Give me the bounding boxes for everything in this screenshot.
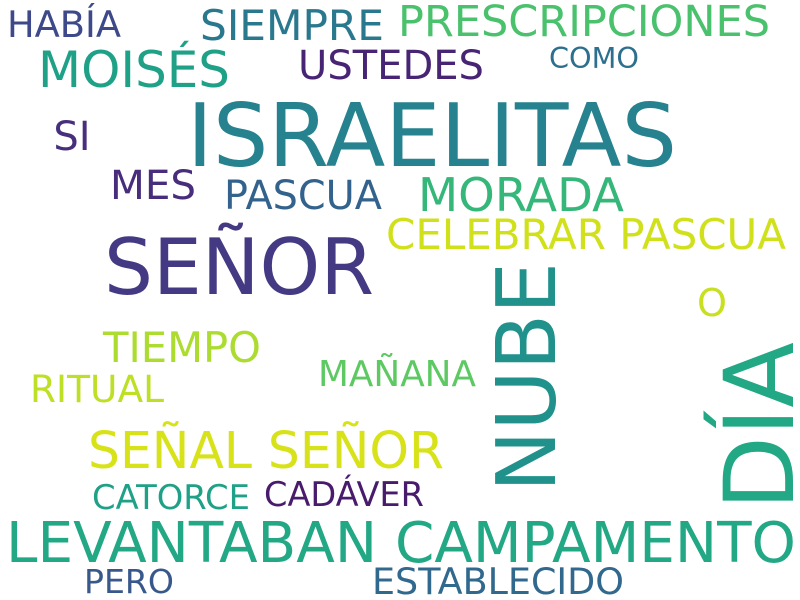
word-dia: DÍA [703,342,800,510]
word-prescripciones: PRESCRIPCIONES [398,0,770,47]
word-pascua: PASCUA [224,173,382,220]
word-pero: PERO [84,562,174,600]
word-o: O [697,280,727,325]
word-siempre: SIEMPRE [200,0,384,50]
word-establecido: ESTABLECIDO [372,559,624,600]
word-levantaban-campamento: LEVANTABAN CAMPAMENTO [6,510,796,576]
word-nube: NUBE [479,262,575,492]
word-celebrar-pascua: CELEBRAR PASCUA [386,210,786,259]
word-senal-senor: SEÑAL SEÑOR [88,420,444,480]
word-manana: MAÑANA [318,354,476,396]
word-morada: MORADA [418,167,624,222]
word-mes: MES [110,161,196,209]
word-ustedes: USTEDES [298,42,484,89]
word-senor: SEÑOR [104,223,374,314]
word-habia: HABÍA [7,2,121,46]
word-si: SI [53,114,91,160]
word-moises: MOISÉS [38,41,230,100]
word-catorce: CATORCE [92,478,250,518]
word-cadaver: CADÁVER [264,475,424,515]
word-como: COMO [549,40,639,75]
word-tiempo: TIEMPO [103,323,261,373]
word-ritual: RITUAL [30,367,164,412]
word-israelitas: ISRAELITAS [187,85,677,188]
